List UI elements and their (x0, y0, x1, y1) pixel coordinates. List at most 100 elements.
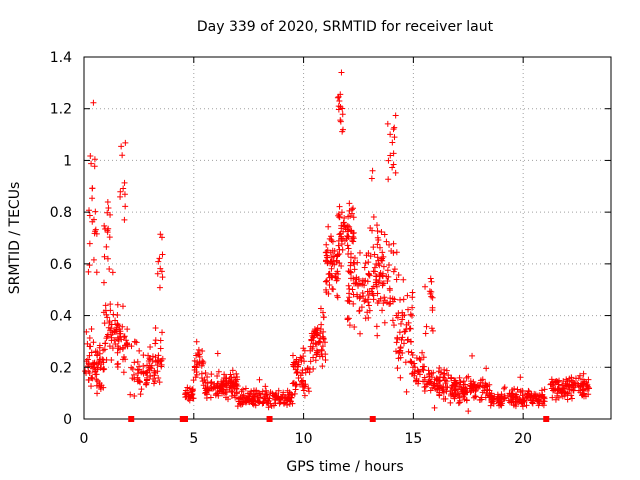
data-point (252, 402, 259, 409)
data-point (255, 390, 262, 397)
y-tick-label: 0.6 (50, 257, 72, 273)
data-point (322, 357, 329, 364)
data-point (239, 397, 246, 404)
data-point (184, 384, 191, 391)
data-point (370, 268, 377, 275)
data-point (331, 261, 338, 268)
data-point (400, 276, 407, 283)
data-point (319, 363, 326, 370)
data-point (390, 126, 397, 133)
data-point (384, 277, 391, 284)
data-point (517, 374, 524, 381)
data-point (304, 365, 311, 372)
data-point (378, 229, 385, 236)
data-point (312, 357, 319, 364)
data-point (463, 374, 470, 381)
data-point (104, 255, 111, 262)
data-point (344, 316, 351, 323)
data-point (516, 395, 523, 402)
data-point (345, 251, 352, 258)
data-point (334, 292, 341, 299)
data-point (121, 216, 128, 223)
data-point (215, 368, 222, 375)
data-point (92, 208, 99, 215)
data-point (114, 343, 121, 350)
data-point (391, 124, 398, 131)
data-point (399, 309, 406, 316)
data-point (312, 340, 319, 347)
data-point (99, 356, 106, 363)
data-point (487, 402, 494, 409)
data-point (93, 371, 100, 378)
data-point (122, 203, 129, 210)
data-point (94, 378, 101, 385)
data-point (392, 112, 399, 119)
data-point (409, 352, 416, 358)
data-point (82, 368, 89, 375)
data-point (103, 243, 110, 250)
data-point (481, 384, 488, 391)
data-point (422, 283, 429, 290)
data-point (400, 296, 407, 303)
data-point (131, 359, 138, 366)
data-point (294, 369, 301, 376)
data-point (332, 274, 339, 281)
data-point (143, 381, 150, 388)
data-point (322, 351, 329, 358)
data-point (404, 337, 411, 344)
data-point (380, 300, 387, 307)
data-point (88, 326, 95, 333)
data-point (397, 296, 404, 303)
data-point (189, 395, 196, 402)
data-point (429, 327, 436, 334)
data-point (114, 301, 121, 308)
y-tick-label: 0.4 (50, 309, 72, 325)
data-point (308, 337, 315, 344)
data-point (207, 394, 214, 401)
data-point (463, 397, 470, 404)
x-tick-label: 15 (404, 431, 422, 447)
data-point (384, 120, 391, 127)
data-point (94, 390, 101, 397)
data-point (402, 359, 409, 366)
data-point (199, 347, 206, 354)
data-point (319, 343, 326, 350)
data-point (92, 226, 99, 233)
data-point (405, 348, 412, 355)
chart-title: Day 339 of 2020, SRMTID for receiver lau… (197, 19, 494, 35)
data-point (339, 105, 346, 112)
data-point (354, 259, 361, 266)
data-point (457, 379, 464, 386)
data-point (127, 391, 134, 398)
data-point (456, 374, 463, 381)
data-point (317, 305, 324, 312)
axis-marker (182, 416, 189, 422)
data-point (356, 280, 363, 287)
data-point (265, 398, 272, 405)
data-point (358, 304, 365, 311)
data-point (290, 379, 297, 386)
data-point (579, 382, 586, 389)
data-point (239, 401, 246, 408)
data-point (371, 251, 378, 258)
data-point (265, 404, 272, 411)
data-point (389, 139, 396, 146)
data-point (336, 98, 343, 105)
data-point (369, 285, 376, 292)
data-point (359, 289, 366, 296)
data-point (89, 218, 96, 225)
data-point (395, 310, 402, 317)
data-point (304, 366, 311, 373)
axis-marker (543, 416, 550, 422)
data-point (500, 385, 507, 392)
data-point (460, 378, 467, 385)
data-point (388, 248, 395, 255)
data-point (193, 368, 200, 375)
data-point (368, 175, 375, 182)
y-axis-label: SRMTID / TECUs (7, 182, 23, 295)
data-point (366, 272, 373, 279)
data-point (477, 396, 484, 403)
y-tick-label: 0.2 (50, 360, 72, 376)
data-point (440, 389, 447, 396)
data-point (562, 380, 569, 387)
